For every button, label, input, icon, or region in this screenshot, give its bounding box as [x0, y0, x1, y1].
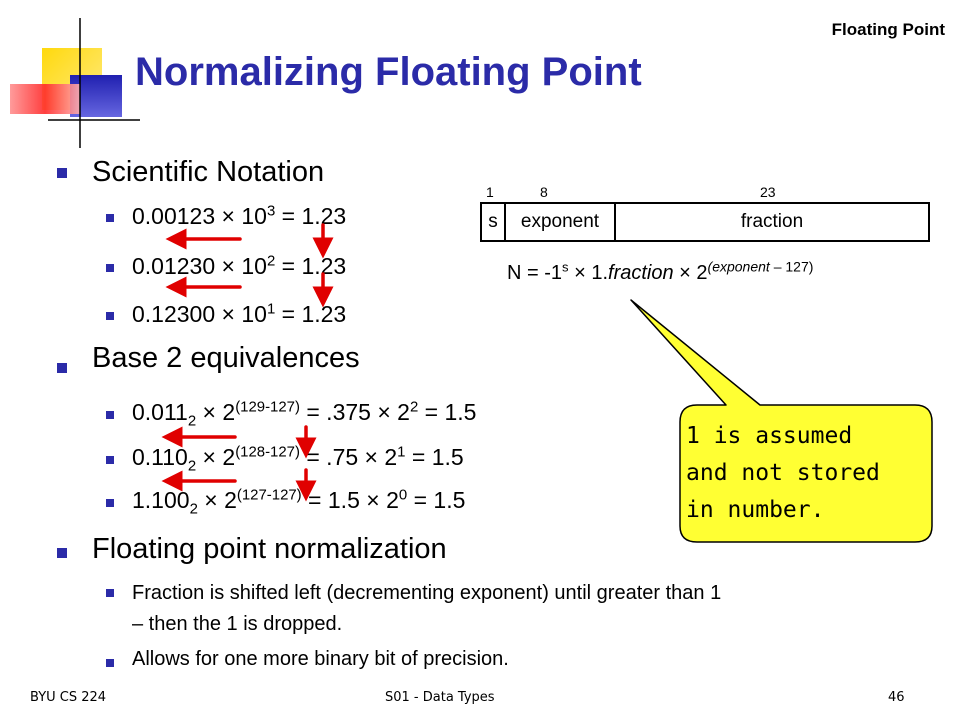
level2-bullet	[106, 659, 114, 667]
level2-bullet	[106, 499, 114, 507]
float-format-box: s exponent fraction	[480, 202, 930, 242]
base2-item: 0.0112 × 2(129-127) = .375 × 22 = 1.5	[132, 398, 477, 430]
callout-text: 1 is assumed and not stored in number.	[686, 423, 880, 523]
sci-item: 0.01230 × 102 = 1.23	[132, 252, 347, 279]
footer-course: BYU CS 224	[30, 690, 107, 705]
norm-item: Allows for one more binary bit of precis…	[132, 648, 509, 670]
heading-scientific: Scientific Notation	[92, 156, 325, 188]
level2-bullet	[106, 312, 114, 320]
field-fraction: fraction	[740, 211, 804, 232]
sci-item: 0.00123 × 103 = 1.23	[132, 202, 347, 229]
heading-base2: Base 2 equivalences	[92, 342, 360, 374]
sci-item: 0.12300 × 101 = 1.23	[132, 300, 347, 327]
level2-bullet	[106, 456, 114, 464]
level2-bullet	[106, 411, 114, 419]
bits-exponent-label: 8	[540, 184, 548, 200]
level2-bullet	[106, 264, 114, 272]
level1-bullet	[57, 548, 67, 558]
level1-bullet	[57, 363, 67, 373]
footer-deck: S01 - Data Types	[385, 690, 495, 705]
corner-decoration	[0, 0, 140, 150]
level2-bullet	[106, 214, 114, 222]
bits-sign-label: 1	[486, 184, 494, 200]
level1-bullet	[57, 168, 67, 178]
bits-fraction-label: 23	[760, 184, 776, 200]
base2-item: 0.1102 × 2(128-127) = .75 × 21 = 1.5	[132, 443, 464, 475]
level2-bullet	[106, 589, 114, 597]
topic-label: Floating Point	[831, 20, 945, 39]
value-formula: N = -1s × 1.fraction × 2(exponent – 127)	[507, 258, 814, 284]
base2-item: 1.1002 × 2(127-127) = 1.5 × 20 = 1.5	[132, 486, 466, 518]
page-number: 46	[888, 690, 905, 705]
heading-normalization: Floating point normalization	[92, 533, 447, 565]
field-exponent: exponent	[506, 204, 616, 240]
norm-item: Fraction is shifted left (decrementing e…	[132, 582, 722, 635]
field-sign: s	[482, 204, 506, 240]
slide-title: Normalizing Floating Point	[135, 50, 642, 94]
